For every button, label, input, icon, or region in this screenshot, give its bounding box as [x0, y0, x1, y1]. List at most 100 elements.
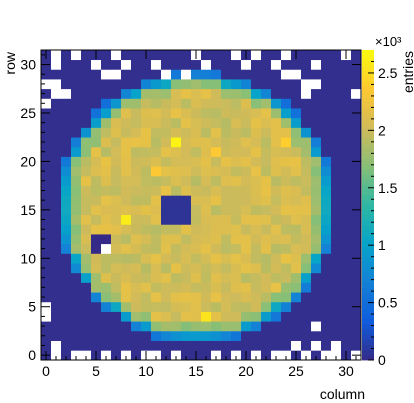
heatmap-cell: [131, 340, 142, 351]
heatmap-cell: [231, 224, 242, 235]
heatmap-cell: [211, 98, 222, 109]
heatmap-cell: [321, 166, 332, 177]
heatmap-cell: [321, 340, 332, 351]
heatmap-cell: [321, 137, 332, 148]
heatmap-cell: [101, 108, 112, 119]
heatmap-cell: [211, 195, 222, 206]
heatmap-cell: [281, 69, 292, 80]
heatmap-cell: [41, 282, 52, 293]
heatmap-cell: [101, 214, 112, 225]
heatmap-cell: [251, 224, 262, 235]
heatmap-cell: [351, 330, 362, 341]
heatmap-cell: [191, 330, 202, 341]
heatmap-cell: [181, 195, 192, 206]
heatmap-cell: [341, 117, 352, 128]
heatmap-cell: [211, 321, 222, 332]
color-bar-segment: [362, 241, 374, 247]
color-bar-segment: [362, 215, 374, 221]
heatmap-cell: [41, 224, 52, 235]
heatmap-cell: [211, 117, 222, 128]
heatmap-cell: [251, 301, 262, 312]
heatmap-cell: [341, 243, 352, 254]
heatmap-cell: [81, 88, 92, 99]
heatmap-cell: [341, 311, 352, 322]
heatmap-cell: [111, 224, 122, 235]
color-bar-segment: [362, 106, 374, 113]
heatmap-cell: [311, 263, 322, 274]
heatmap-cell: [291, 137, 302, 148]
heatmap-cell: [321, 175, 332, 186]
heatmap-cell: [81, 98, 92, 109]
heatmap-cell: [161, 253, 172, 264]
heatmap-cell: [191, 205, 202, 216]
heatmap-cell: [61, 282, 72, 293]
y-tick-label: 25: [20, 105, 36, 121]
heatmap-cell: [221, 234, 232, 245]
heatmap-cell: [131, 59, 142, 70]
color-bar-segment: [362, 55, 374, 61]
heatmap-cell: [301, 195, 312, 206]
heatmap-cell: [111, 234, 122, 245]
heatmap-cell: [131, 282, 142, 293]
heatmap-cell: [151, 301, 162, 312]
heatmap-cell: [231, 282, 242, 293]
color-bar-segment: [362, 230, 374, 237]
heatmap-cell: [301, 117, 312, 128]
color-bar-segment: [362, 220, 374, 227]
heatmap-cell: [151, 321, 162, 332]
heatmap-cell: [311, 50, 322, 61]
heatmap-cell: [181, 321, 192, 332]
heatmap-cell: [301, 243, 312, 254]
heatmap-cell: [171, 50, 182, 61]
heatmap-cell: [251, 321, 262, 332]
heatmap-cell: [231, 272, 242, 283]
heatmap-cell: [301, 301, 312, 312]
heatmap-cell: [341, 137, 352, 148]
heatmap-cell: [211, 272, 222, 283]
heatmap-cell: [231, 340, 242, 351]
heatmap-cell: [221, 98, 232, 109]
heatmap-cell: [201, 156, 212, 167]
heatmap-cell: [241, 234, 252, 245]
heatmap-cell: [311, 137, 322, 148]
heatmap-cell: [61, 321, 72, 332]
heatmap-cell: [341, 205, 352, 216]
heatmap-cell: [291, 175, 302, 186]
heatmap-cell: [91, 69, 102, 80]
heatmap-cell: [321, 69, 332, 80]
heatmap-cell: [261, 127, 272, 138]
heatmap-cell: [61, 330, 72, 341]
color-bar-segment: [362, 122, 374, 128]
color-bar-tick-label: 0.5: [378, 295, 398, 311]
heatmap-cell: [71, 282, 82, 293]
heatmap-cell: [161, 156, 172, 167]
heatmap-cell: [111, 205, 122, 216]
heatmap-cell: [131, 88, 142, 99]
heatmap-cell: [321, 282, 332, 293]
heatmap-cell: [221, 146, 232, 157]
heatmap-cell: [281, 166, 292, 177]
heatmap-cell: [351, 243, 362, 254]
heatmap-cell: [331, 224, 342, 235]
color-bar-segment: [362, 298, 374, 304]
heatmap-cell: [231, 263, 242, 274]
heatmap-cell: [81, 311, 92, 322]
heatmap-cell: [311, 166, 322, 177]
heatmap-cell: [51, 137, 62, 148]
heatmap-cell: [351, 117, 362, 128]
heatmap-cell: [211, 350, 222, 361]
heatmap-cell: [351, 340, 362, 351]
heatmap-cell: [81, 127, 92, 138]
heatmap-cell: [331, 88, 342, 99]
heatmap-cell: [131, 98, 142, 109]
heatmap-cell: [271, 127, 282, 138]
heatmap-cell: [201, 146, 212, 157]
heatmap-cell: [321, 330, 332, 341]
heatmap-cell: [121, 98, 132, 109]
heatmap-cell: [131, 350, 142, 361]
heatmap-cell: [71, 50, 82, 61]
heatmap-cell: [111, 243, 122, 254]
heatmap-cell: [281, 263, 292, 274]
heatmap-cell: [291, 108, 302, 119]
heatmap-cell: [111, 146, 122, 157]
